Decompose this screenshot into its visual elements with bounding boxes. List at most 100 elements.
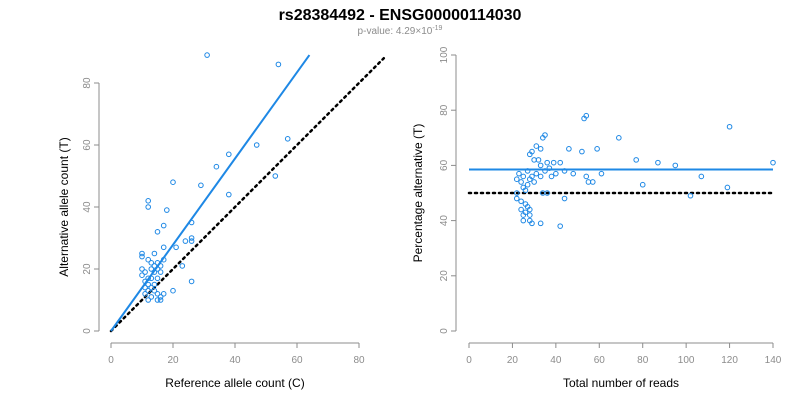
data-point: [188, 219, 195, 226]
data-point: [226, 151, 232, 158]
y-tick-label: 40: [82, 201, 93, 213]
y-tick-label: 40: [439, 215, 450, 227]
x-tick-label: 100: [678, 355, 695, 366]
data-point: [561, 195, 568, 202]
data-point: [151, 287, 158, 294]
data-point: [531, 179, 537, 185]
x-tick-label: 20: [507, 355, 519, 366]
y-tick-label: 80: [82, 77, 93, 89]
data-point: [151, 250, 158, 257]
data-point: [516, 170, 522, 177]
data-point: [561, 168, 568, 174]
x-tick-label: 80: [353, 355, 365, 366]
data-point: [188, 235, 195, 241]
data-point: [160, 244, 167, 251]
x-tick-label: 80: [637, 355, 649, 366]
left-scatter-panel: 0 20 40 60 80 0 20 40 60 80 Reference allele count…: [57, 52, 386, 390]
y-tick-label: 20: [439, 270, 450, 282]
data-point: [770, 159, 776, 166]
data-point: [164, 207, 170, 213]
data-point: [154, 260, 161, 266]
x-tick-label: 40: [550, 355, 562, 366]
data-point: [275, 61, 282, 68]
data-point: [142, 284, 148, 291]
data-point: [272, 173, 279, 179]
data-point: [527, 206, 533, 213]
data-point: [160, 291, 167, 297]
data-point: [553, 170, 559, 177]
data-point: [198, 182, 204, 189]
data-point: [557, 223, 564, 229]
data-point: [589, 179, 596, 185]
data-point: [527, 176, 533, 182]
y-axis-label: Percentage alternative (T): [411, 124, 425, 263]
data-point: [142, 269, 148, 275]
data-point: [520, 217, 527, 224]
data-point: [520, 173, 527, 180]
x-tick-label: 0: [108, 355, 114, 366]
data-point: [583, 173, 590, 180]
y-tick-label: 60: [439, 159, 450, 171]
data-point: [598, 170, 605, 177]
data-point: [687, 192, 694, 199]
data-point: [213, 163, 220, 170]
x-tick-label: 40: [229, 355, 241, 366]
data-point: [535, 157, 542, 163]
data-point: [157, 294, 164, 300]
data-point: [616, 135, 622, 141]
data-point: [160, 222, 167, 229]
data-point: [520, 212, 527, 218]
data-point: [145, 287, 151, 294]
fit-line: [110, 54, 311, 332]
data-point: [527, 151, 533, 158]
x-tick-label: 0: [466, 355, 472, 366]
data-point: [524, 168, 531, 174]
data-point: [518, 198, 524, 205]
right-scatter-panel: 0 20 40 60 80 100 120 140 0 20 40 60 80 100 Total numb…: [411, 46, 782, 390]
x-tick-label: 60: [594, 355, 606, 366]
data-point: [583, 112, 590, 119]
data-point: [518, 206, 524, 213]
data-point: [151, 281, 158, 288]
data-point: [726, 123, 733, 130]
data-point: [179, 263, 186, 269]
subtitle-exponent: -19: [432, 25, 442, 32]
data-point: [533, 170, 540, 177]
y-tick-label: 80: [439, 104, 450, 116]
data-point: [145, 281, 151, 288]
data-point: [513, 195, 520, 202]
y-tick-label: 20: [82, 263, 93, 275]
data-point: [537, 220, 544, 227]
y-tick-label: 0: [439, 328, 450, 334]
data-point: [154, 275, 161, 282]
data-point: [544, 159, 550, 166]
data-point: [579, 148, 585, 155]
data-point: [550, 159, 557, 166]
data-point: [154, 229, 161, 235]
x-tick-label: 120: [721, 355, 738, 366]
data-point: [145, 297, 151, 303]
x-tick-label: 20: [167, 355, 179, 366]
data-point: [527, 212, 533, 218]
data-point: [513, 176, 520, 182]
x-tick-label: 140: [765, 355, 782, 366]
subtitle-prefix: p-value: 4.29×10: [358, 26, 433, 37]
data-point: [284, 136, 291, 142]
data-point: [160, 256, 167, 263]
data-point: [518, 179, 524, 185]
x-axis-label: Reference allele count (C): [165, 376, 304, 390]
data-point: [537, 146, 544, 152]
data-point: [154, 297, 161, 303]
data-point: [151, 263, 158, 269]
data-point: [148, 275, 155, 282]
data-point: [139, 250, 145, 257]
data-point: [188, 278, 195, 285]
data-point: [139, 253, 145, 260]
data-point: [148, 294, 155, 300]
data-point: [145, 198, 151, 204]
data-point: [570, 170, 577, 177]
data-point: [253, 142, 260, 148]
data-point: [139, 266, 145, 272]
data-point: [594, 146, 600, 152]
